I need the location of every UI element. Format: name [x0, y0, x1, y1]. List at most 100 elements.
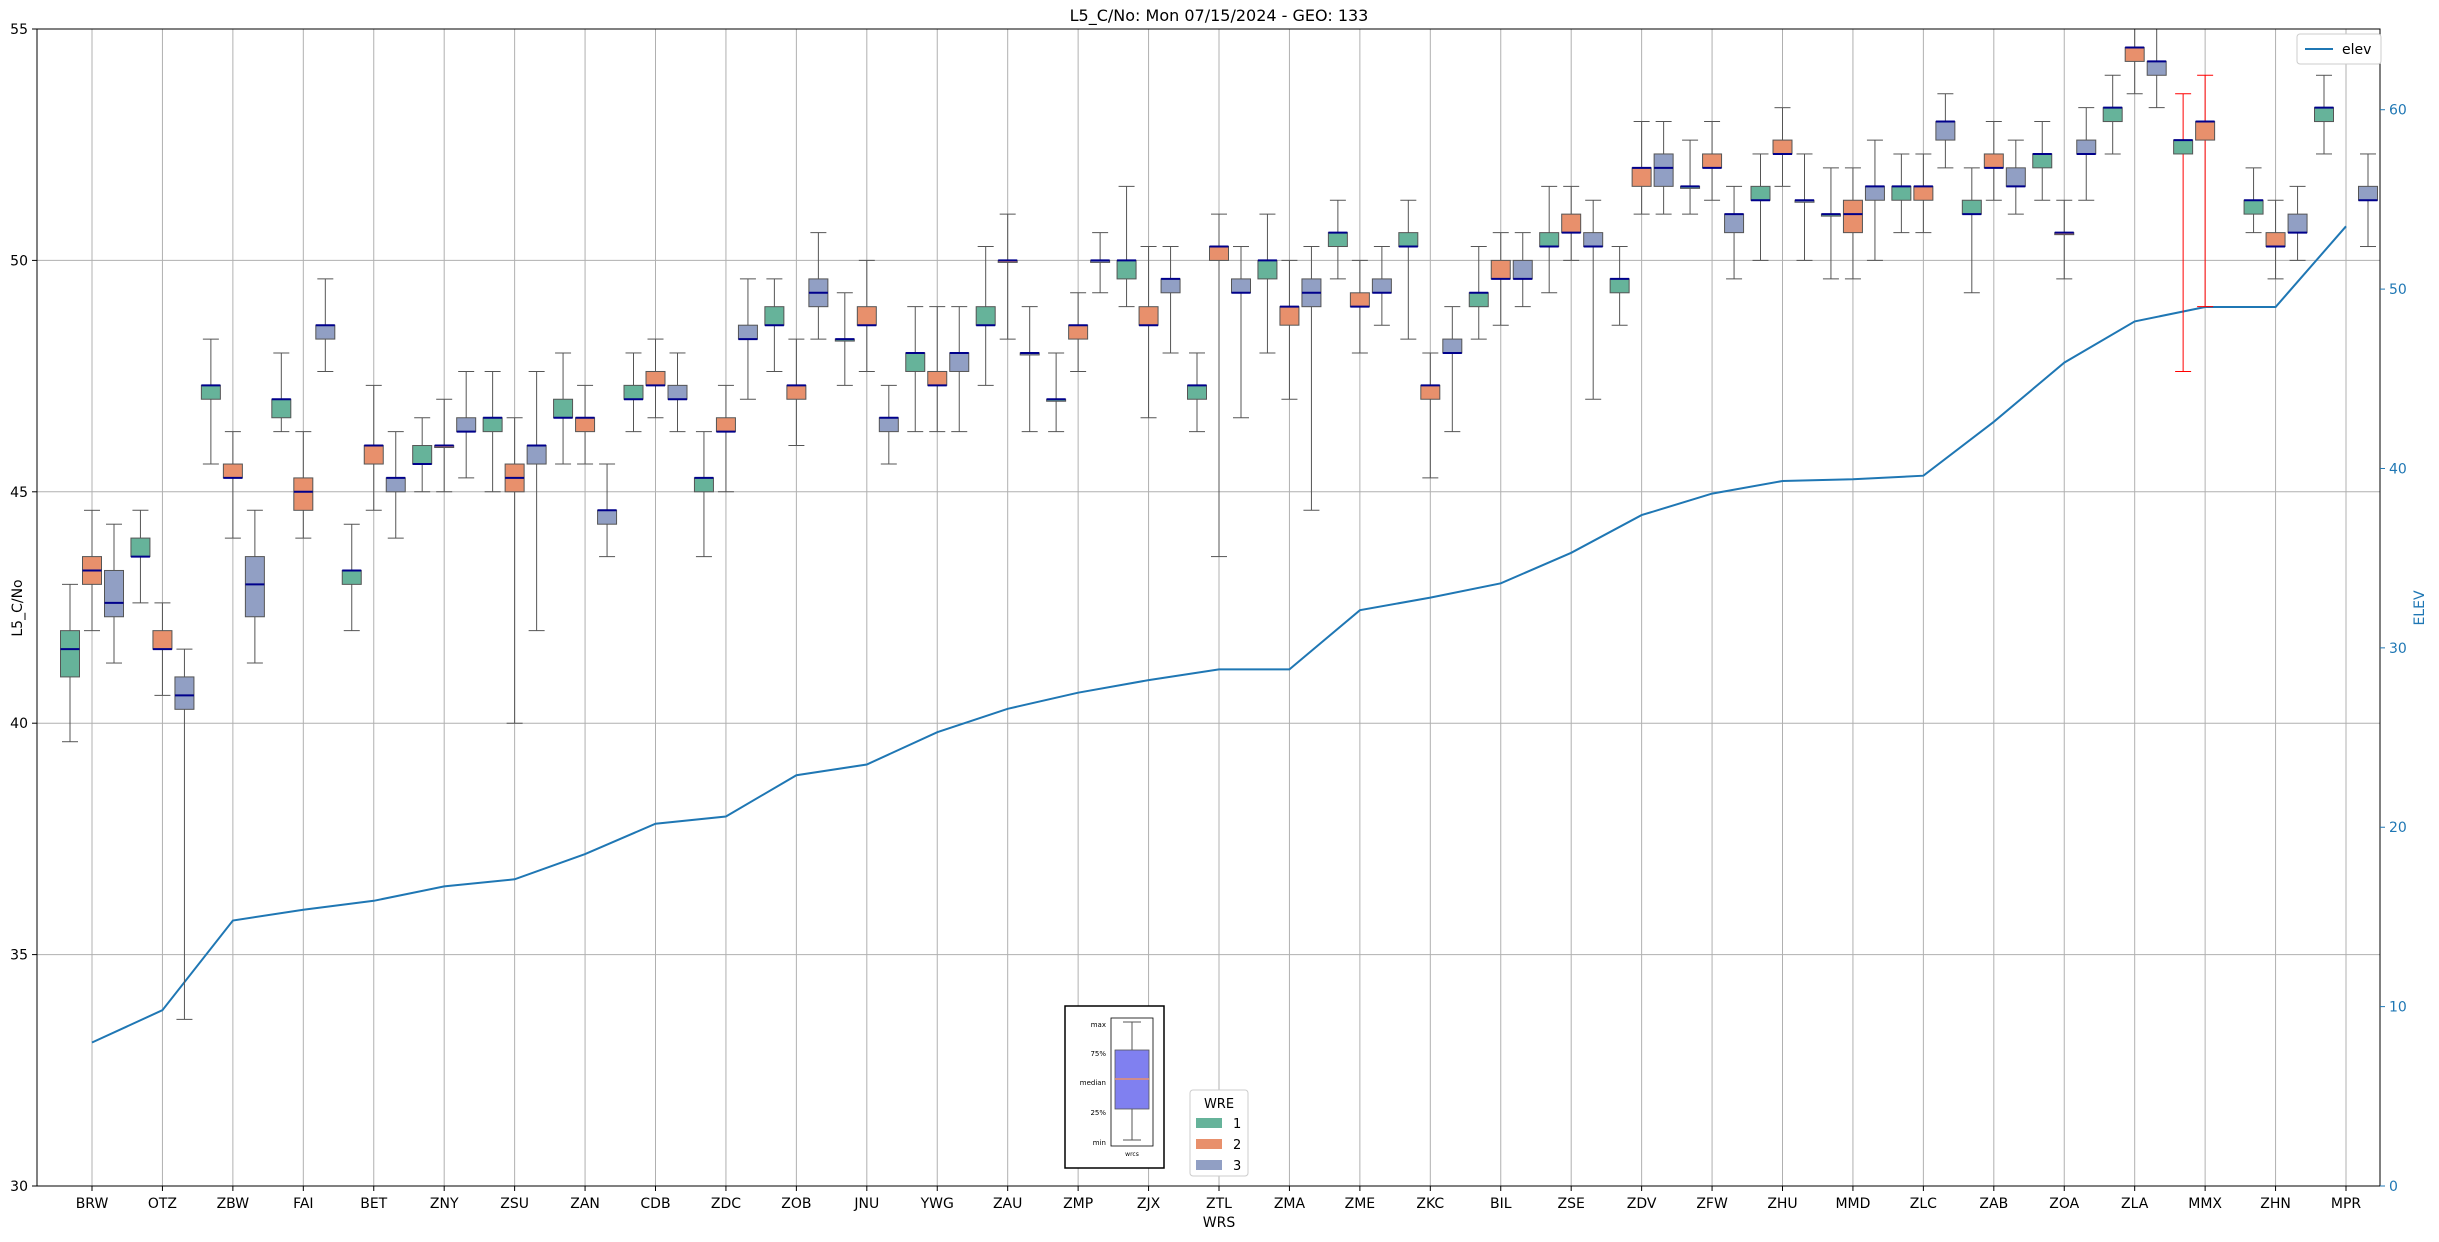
- box-otz-wre1: [130, 509, 151, 604]
- iqr-box: [2032, 153, 2053, 169]
- wre-legend-swatch: [1196, 1139, 1222, 1149]
- box-zma-wre1: [1257, 213, 1278, 354]
- iqr-box: [1231, 278, 1251, 294]
- x-tick-label: ZHU: [1767, 1196, 1797, 1212]
- box-mmd-wre1: [1820, 167, 1841, 280]
- box-zhu-wre2: [1772, 107, 1793, 187]
- iqr-box: [1138, 306, 1159, 326]
- box-mmd-wre2: [1842, 167, 1863, 280]
- box-bil-wre1: [1468, 246, 1489, 340]
- iqr-box: [363, 445, 384, 465]
- y2-tick-label: 40: [2389, 461, 2407, 477]
- plot-frame: [36, 28, 2381, 1187]
- box-zbw-wre2: [222, 431, 243, 539]
- iqr-box: [2287, 213, 2308, 234]
- box-zfw-wre3: [1724, 185, 1745, 280]
- box-zkc-wre2: [1420, 352, 1441, 479]
- box-layer: [60, 28, 2378, 1020]
- box-zoa-wre1: [2032, 121, 2053, 201]
- x-tick-label: ZSU: [500, 1196, 529, 1212]
- iqr-box: [1279, 306, 1300, 326]
- y2-tick-label: 30: [2389, 641, 2407, 657]
- elev-legend: elev: [2296, 33, 2382, 65]
- iqr-box: [553, 398, 574, 419]
- y2-tick-label: 20: [2389, 820, 2407, 836]
- iqr-box: [764, 306, 785, 326]
- box-zdv-wre1: [1609, 246, 1630, 326]
- box-zse-wre1: [1539, 185, 1560, 294]
- x-tick-label: ZJX: [1137, 1196, 1161, 1212]
- x-tick-label: BRW: [76, 1196, 109, 1212]
- box-brw-wre2: [82, 509, 102, 632]
- iqr-box: [482, 417, 503, 433]
- box-zfw-wre2: [1702, 121, 1723, 201]
- box-brw-wre3: [104, 523, 124, 664]
- x-tick-label: ZDC: [711, 1196, 741, 1212]
- iqr-box: [293, 477, 314, 511]
- x-tick-label: OTZ: [148, 1196, 177, 1212]
- box-mpr-wre1: [2314, 74, 2334, 155]
- iqr-box: [152, 630, 173, 650]
- box-ztl-wre1: [1187, 352, 1207, 433]
- x-tick-label: ZOA: [2049, 1196, 2079, 1212]
- iqr-box: [2146, 60, 2167, 76]
- box-mmx-wre1: [2173, 93, 2194, 372]
- box-zme-wre2: [1349, 259, 1370, 354]
- iqr-box: [130, 537, 151, 558]
- x-tick-label: ZLC: [1910, 1196, 1937, 1212]
- box-zlc-wre2: [1913, 153, 1934, 234]
- x-tick-label: BET: [360, 1196, 387, 1212]
- iqr-box: [1772, 139, 1793, 155]
- iqr-box: [1864, 185, 1885, 201]
- wre-legend: WRE 1 2 3: [1189, 1089, 1249, 1177]
- x-tick-label: ZLA: [2121, 1196, 2149, 1212]
- iqr-box: [1068, 324, 1089, 340]
- iqr-box: [856, 306, 877, 326]
- box-zse-wre3: [1583, 199, 1604, 400]
- key-caption: wrcs: [1125, 1151, 1139, 1158]
- box-bet-wre3: [385, 431, 406, 539]
- box-ywg-wre2: [927, 306, 948, 433]
- y-tick-label: 45: [10, 485, 28, 501]
- y2-axis-label: ELEV: [2412, 590, 2428, 625]
- box-zny-wre2: [434, 398, 455, 493]
- box-zkc-wre3: [1442, 306, 1463, 433]
- iqr-box: [1891, 185, 1912, 201]
- box-zan-wre3: [597, 463, 618, 558]
- box-zfw-wre1: [1680, 139, 1701, 215]
- iqr-box: [456, 417, 477, 433]
- box-zoa-wre2: [2054, 199, 2075, 280]
- iqr-box: [1257, 259, 1278, 280]
- box-zob-wre3: [808, 232, 829, 340]
- iqr-box: [1842, 199, 1863, 234]
- iqr-box: [412, 445, 433, 465]
- box-zhn-wre2: [2265, 199, 2286, 280]
- iqr-box: [2173, 139, 2194, 155]
- box-zjx-wre3: [1160, 246, 1181, 354]
- iqr-box: [2358, 185, 2378, 201]
- iqr-box: [1187, 384, 1207, 400]
- iqr-box: [1116, 259, 1137, 280]
- chart-title: L5_C/No: Mon 07/15/2024 - GEO: 133: [1070, 6, 1369, 26]
- key-label: min: [1093, 1139, 1106, 1147]
- y-tick-label: 30: [10, 1179, 28, 1195]
- x-tick-label: MPR: [2331, 1196, 2362, 1212]
- box-cdb-wre1: [623, 352, 644, 433]
- iqr-box: [1490, 259, 1511, 280]
- iqr-box: [2243, 199, 2264, 215]
- box-zau-wre3: [1019, 306, 1040, 433]
- box-jnu-wre2: [856, 259, 877, 372]
- box-fai-wre1: [271, 352, 292, 433]
- box-zbw-wre1: [200, 338, 221, 465]
- iqr-box: [737, 324, 758, 340]
- iqr-box: [1442, 338, 1463, 354]
- iqr-box: [597, 509, 618, 525]
- y-axis-label: L5_C/No: [10, 579, 26, 636]
- iqr-box: [1609, 278, 1630, 294]
- box-zhn-wre1: [2243, 167, 2264, 234]
- iqr-box: [341, 569, 362, 585]
- box-zhu-wre3: [1794, 153, 1815, 261]
- y-tick-label: 40: [10, 716, 28, 732]
- iqr-box: [1653, 153, 1674, 187]
